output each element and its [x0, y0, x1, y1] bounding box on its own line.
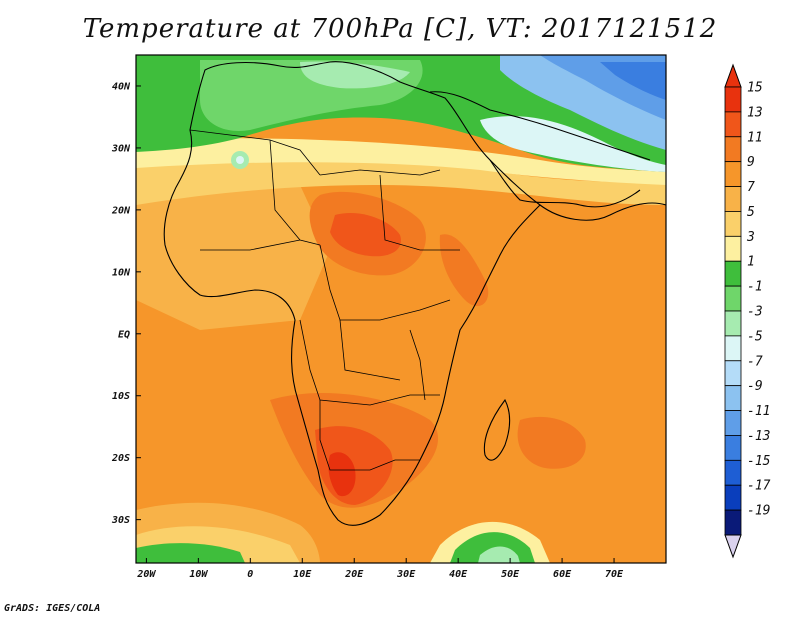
- colorbar-swatch: [724, 509, 742, 536]
- colorbar-swatch: [724, 161, 742, 187]
- colorbar-label: -13: [747, 429, 770, 444]
- colorbar-swatch: [724, 335, 742, 362]
- field-darkblue-ne: [600, 62, 666, 100]
- arabia-coastline: [489, 159, 641, 208]
- colorbar-swatch: [724, 310, 742, 337]
- lat-tick-label: EQ: [118, 329, 130, 340]
- field-hottest-kalahari: [328, 452, 356, 497]
- field-band-yellow: [136, 153, 666, 205]
- border-6: [200, 239, 301, 251]
- field-mint-se: [478, 546, 520, 563]
- border-9: [339, 319, 401, 381]
- middle-east-coastline: [429, 91, 651, 161]
- temperature-field: [136, 55, 666, 563]
- lon-tick-label: 20W: [136, 569, 156, 580]
- field-cool-core: [236, 156, 244, 164]
- lon-tick-label: 0: [247, 569, 253, 580]
- colorbar-label: 11: [747, 130, 763, 145]
- colorbar-swatch: [724, 260, 742, 287]
- field-mint-med: [300, 61, 410, 89]
- lat-tick-label: 10S: [112, 391, 130, 402]
- colorbar-label: -15: [747, 454, 771, 469]
- coastlines: [163, 61, 666, 526]
- colorbar-label: 3: [746, 230, 755, 245]
- lon-tick-label: 40E: [449, 569, 468, 580]
- longitude-axis: 20W 10W 0 10E 20E 30E 40E 50E 60E 70E: [136, 558, 624, 580]
- field-band-pale: [136, 138, 666, 185]
- colorbar-label: -9: [747, 379, 763, 394]
- border-10: [409, 329, 426, 401]
- country-borders: [189, 129, 460, 471]
- lon-tick-label: 30E: [396, 569, 416, 580]
- lon-tick-label: 50E: [501, 569, 520, 580]
- border-8: [319, 400, 420, 471]
- colorbar-swatch: [724, 459, 742, 486]
- border-7: [299, 319, 440, 406]
- lon-tick-label: 60E: [553, 569, 572, 580]
- field-hot-indian-ocean: [517, 416, 586, 469]
- colorbar-swatch: [724, 186, 742, 212]
- lon-tick-label: 20E: [344, 569, 364, 580]
- colorbar-label: -19: [747, 504, 770, 519]
- colorbar-swatch: [724, 111, 742, 138]
- colorbar-swatch: [724, 235, 742, 262]
- colorbar-swatch: [724, 211, 742, 237]
- field-hot-ethiopia: [439, 234, 489, 307]
- grads-credit: GrADS: IGES/COLA: [4, 603, 101, 614]
- africa-coastline: [163, 61, 541, 526]
- colorbar-label: 9: [747, 155, 755, 170]
- colorbar-label: 15: [747, 81, 763, 96]
- latitude-axis: 40N 30N 20N 10N EQ 10S 20S 30S: [111, 81, 141, 526]
- colorbar-label: 13: [747, 105, 763, 120]
- lat-tick-label: 30N: [111, 143, 131, 154]
- colorbar-top-arrow: [724, 63, 742, 88]
- map-title: Temperature at 700hPa [C], VT: 201712151…: [82, 14, 718, 44]
- lat-tick-label: 40N: [112, 81, 131, 92]
- colorbar-swatch: [724, 385, 742, 411]
- colorbar-bottom-arrow: [724, 534, 742, 559]
- lat-tick-label: 20N: [111, 205, 131, 216]
- field-warm-west: [136, 185, 330, 330]
- colorbar-label: -5: [747, 329, 763, 344]
- colorbar-label: 1: [747, 255, 755, 270]
- colorbar-label: 7: [747, 180, 755, 195]
- lat-tick-label: 10N: [112, 267, 131, 278]
- border-3: [319, 169, 441, 176]
- plot-frame: [135, 54, 667, 564]
- colorbar-label: -1: [747, 280, 763, 295]
- india-coastline: [539, 202, 666, 221]
- border-4: [379, 174, 460, 251]
- field-green-sw: [136, 543, 245, 563]
- colorbar-label: -7: [747, 354, 763, 369]
- colorbar-swatch: [724, 136, 742, 163]
- colorbar-swatch: [724, 360, 742, 387]
- colorbar-swatch: [724, 86, 742, 113]
- colorbar: 15 13 11 9 7 5 3 1 -1 -3 -5 -7 -9 -11 -13 -15 -17 -19: [724, 63, 771, 559]
- lat-tick-label: 30S: [111, 515, 130, 526]
- field-pale-ne: [480, 116, 666, 172]
- lon-tick-label: 10W: [189, 569, 208, 580]
- colorbar-label: -17: [747, 479, 771, 494]
- madagascar-coastline: [483, 398, 511, 461]
- colorbar-swatch: [724, 410, 742, 436]
- colorbar-label: 5: [747, 205, 755, 220]
- border-5: [319, 244, 451, 321]
- colorbar-swatch: [724, 484, 742, 511]
- colorbar-label: -11: [747, 404, 770, 419]
- lon-tick-label: 70E: [605, 569, 624, 580]
- border-2: [269, 139, 321, 246]
- lat-tick-label: 20S: [111, 453, 130, 464]
- colorbar-swatch: [724, 435, 742, 461]
- colorbar-label: -3: [747, 305, 763, 320]
- colorbar-swatch: [724, 285, 742, 312]
- lon-tick-label: 10E: [293, 569, 312, 580]
- field-hotter-sahara: [330, 212, 401, 257]
